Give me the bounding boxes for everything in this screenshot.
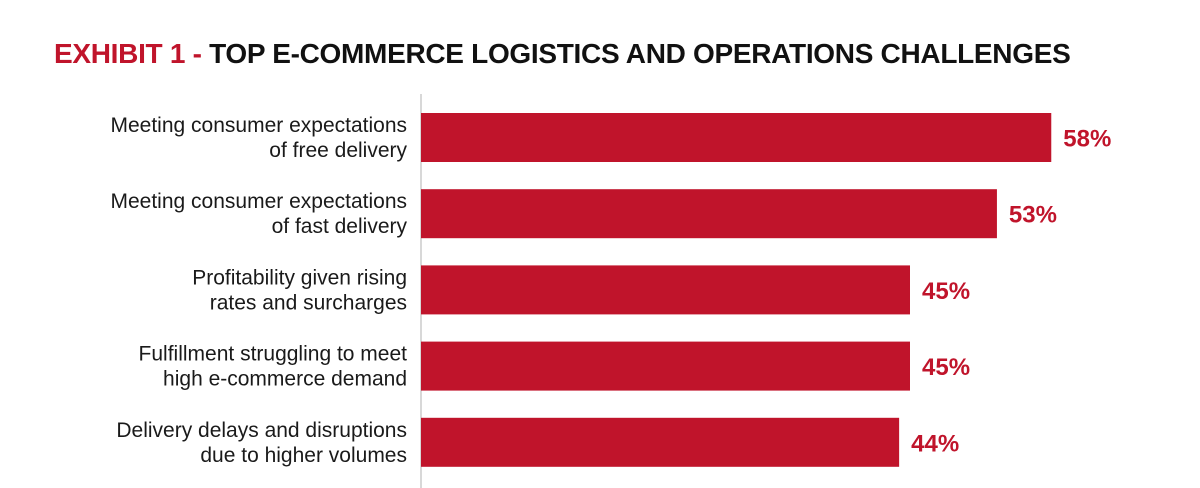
bar-5: [421, 417, 900, 467]
value-label-1: 58%: [1063, 126, 1111, 153]
category-label-1: Meeting consumer expectations of free del…: [111, 114, 408, 162]
category-label-line: Delivery delays and disruptions: [116, 419, 407, 442]
bar-2: [421, 189, 997, 239]
category-label-line: of fast delivery: [272, 215, 408, 238]
bar-4: [421, 341, 910, 391]
category-label-3: Profitability given rising rates and surc…: [192, 266, 407, 314]
category-label-line: Meeting consumer expectations: [111, 190, 408, 213]
bar-1: [421, 113, 1052, 162]
value-label-5: 44%: [911, 430, 959, 457]
value-label-3: 45%: [922, 278, 970, 305]
category-label-line: Profitability given rising: [192, 266, 407, 289]
category-label-5: Delivery delays and disruptions due to hi…: [116, 419, 407, 467]
value-label-4: 45%: [922, 354, 970, 381]
chart-title-prefix: EXHIBIT 1 -: [54, 38, 210, 69]
bar-3: [421, 265, 910, 315]
category-label-4: Fulfillment struggling to meet high e-com…: [139, 343, 408, 391]
category-label-line: Meeting consumer expectations: [111, 114, 408, 137]
category-label-line: Fulfillment struggling to meet: [139, 343, 408, 366]
chart-title: EXHIBIT 1 - TOP E-COMMERCE LOGISTICS AND…: [54, 36, 1071, 72]
category-label-2: Meeting consumer expectations of fast del…: [111, 190, 408, 238]
value-label-2: 53%: [1009, 202, 1057, 229]
category-label-line: rates and surcharges: [210, 291, 407, 314]
category-label-line: of free delivery: [269, 139, 407, 162]
category-label-line: high e-commerce demand: [163, 368, 407, 391]
category-label-line: due to higher volumes: [200, 444, 407, 467]
chart-title-main: TOP E-COMMERCE LOGISTICS AND OPERATIONS …: [209, 38, 1071, 69]
